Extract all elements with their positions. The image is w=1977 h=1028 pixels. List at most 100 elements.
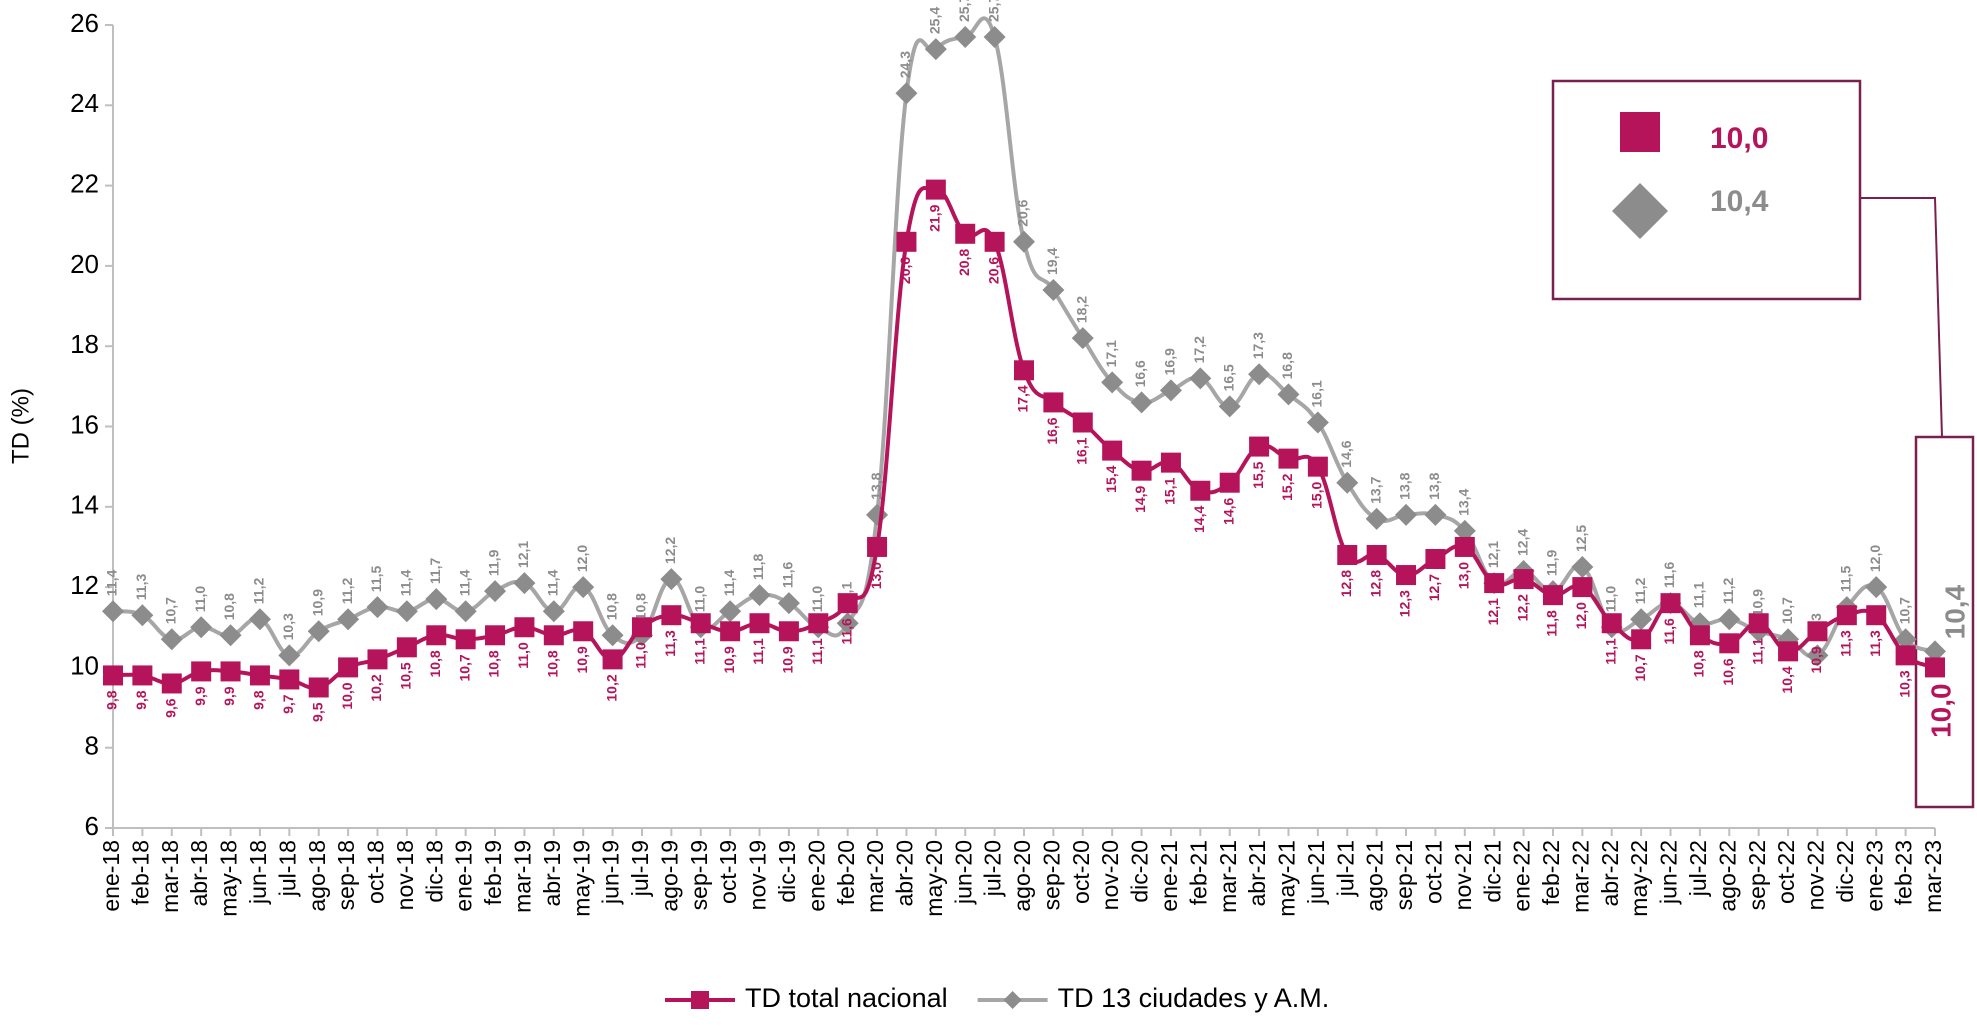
data-label: 10,7 (1632, 654, 1648, 681)
data-label: 10,9 (780, 646, 796, 673)
marker (1718, 608, 1741, 631)
data-label: 14,9 (1132, 485, 1148, 512)
data-label: 9,8 (251, 690, 267, 710)
x-tick-label: sep-19 (686, 840, 712, 910)
y-tick-label: 26 (70, 8, 99, 38)
marker (1484, 573, 1505, 594)
x-tick-label: nov-22 (1803, 840, 1829, 910)
data-label: 10,3 (1896, 670, 1912, 697)
x-tick-label: ene-19 (451, 840, 477, 912)
x-tick-label: mar-18 (157, 840, 183, 913)
data-label: 15,1 (1162, 477, 1178, 504)
y-tick-label: 6 (85, 811, 99, 841)
data-label: 9,8 (104, 690, 120, 710)
marker (278, 644, 301, 667)
marker (1895, 645, 1916, 666)
x-tick-label: feb-18 (127, 840, 153, 905)
marker (748, 584, 771, 607)
data-label: 10,7 (1779, 597, 1795, 624)
data-label: 17,2 (1191, 336, 1207, 363)
x-tick-label: ago-21 (1362, 840, 1388, 912)
marker (219, 624, 242, 647)
marker (720, 621, 741, 642)
data-label: 11,1 (691, 638, 707, 665)
marker (1249, 436, 1270, 457)
data-label: 10,5 (398, 662, 414, 689)
marker (1160, 452, 1181, 473)
y-axis-label: TD (%) (7, 388, 34, 464)
x-tick-label: jun-19 (598, 840, 624, 905)
marker (1660, 593, 1681, 614)
x-tick-label: sep-18 (333, 840, 359, 910)
data-label: 12,2 (662, 537, 678, 564)
data-label: 11,0 (691, 586, 707, 613)
data-label: 11,4 (398, 570, 414, 597)
data-label: 20,6 (985, 257, 1001, 284)
data-label: 11,0 (515, 642, 531, 669)
x-tick-label: sep-20 (1038, 840, 1064, 910)
marker (836, 612, 859, 635)
marker (132, 665, 153, 686)
marker (1453, 519, 1476, 542)
data-label: 17,1 (1103, 340, 1119, 367)
marker (1219, 472, 1240, 493)
x-tick-label: nov-20 (1097, 840, 1123, 910)
data-label: 13,4 (1456, 488, 1472, 515)
data-label: 15,4 (1103, 465, 1119, 492)
data-label: 25,7 (985, 0, 1001, 22)
y-tick-label: 20 (70, 249, 99, 279)
marker (1278, 448, 1299, 469)
legend-marker (1003, 991, 1022, 1009)
data-label: 20,8 (956, 249, 972, 276)
data-label: 16,6 (1132, 360, 1148, 387)
callout-box (1551, 79, 1862, 301)
data-label: 10,7 (1896, 597, 1912, 624)
marker (426, 625, 447, 646)
marker (572, 576, 595, 599)
data-label: 10,4 (1939, 584, 1970, 639)
x-tick-label: abr-21 (1244, 840, 1270, 906)
x-tick-label: abr-18 (186, 840, 212, 906)
marker (778, 621, 799, 642)
x-tick-label: jun-20 (950, 840, 976, 905)
marker (1248, 363, 1271, 386)
x-tick-label: jun-22 (1656, 840, 1682, 905)
marker (1395, 503, 1418, 526)
data-label: 11,8 (750, 553, 766, 580)
data-label: 10,8 (633, 593, 649, 620)
data-label: 10,3 (280, 613, 296, 640)
marker (338, 657, 359, 678)
data-label: 11,9 (486, 549, 502, 576)
y-tick-label: 12 (70, 570, 99, 600)
x-tick-label: ago-22 (1714, 840, 1740, 912)
x-tick-label: oct-18 (363, 840, 389, 904)
data-label: 11,3 (1838, 630, 1854, 657)
data-label: 16,9 (1162, 348, 1178, 375)
marker (925, 179, 946, 200)
marker (395, 600, 418, 623)
marker (1630, 608, 1653, 631)
data-label: 11,0 (192, 586, 208, 613)
data-label: 11,0 (809, 586, 825, 613)
marker (895, 82, 918, 105)
marker (1130, 391, 1153, 414)
marker (749, 613, 770, 634)
data-label: 12,8 (1338, 570, 1354, 597)
marker (1748, 613, 1769, 634)
marker (1836, 605, 1857, 626)
marker (1925, 657, 1945, 678)
x-tick-label: feb-20 (833, 840, 859, 905)
x-tick-label: jul-22 (1685, 840, 1711, 897)
x-tick-label: mar-21 (1215, 840, 1241, 913)
callout-connector (1860, 197, 1943, 438)
data-label: 13,0 (1456, 562, 1472, 589)
data-label: 12,0 (1573, 602, 1589, 629)
y-tick-label: 22 (70, 168, 99, 198)
x-tick-label: ene-22 (1509, 840, 1535, 912)
marker (1043, 392, 1064, 413)
marker (337, 608, 360, 631)
x-tick-label: feb-19 (480, 840, 506, 905)
marker (896, 231, 917, 252)
marker (1396, 565, 1417, 586)
data-label: 11,1 (1602, 638, 1618, 665)
